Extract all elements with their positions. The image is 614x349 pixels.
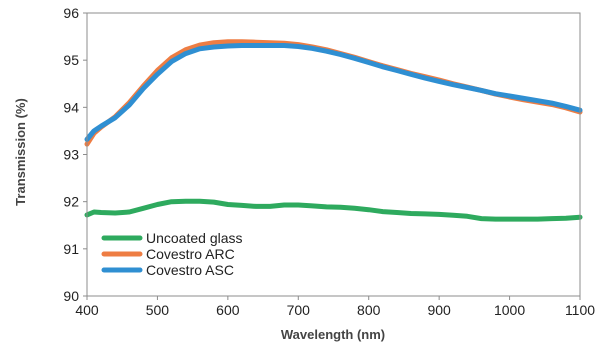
x-tick-label: 1000 — [494, 302, 525, 318]
x-axis-ticks: 400 500 600 700 800 900 1000 1100 — [75, 296, 595, 318]
x-axis-title: Wavelength (nm) — [281, 327, 385, 342]
y-tick-label: 96 — [63, 5, 79, 21]
y-tick-label: 92 — [63, 194, 79, 210]
y-axis-ticks: 90 91 92 93 94 95 96 — [63, 5, 87, 304]
y-tick-label: 94 — [63, 99, 79, 115]
series-line-covestro-asc — [84, 43, 583, 142]
x-tick-label: 800 — [357, 302, 381, 318]
y-axis-title: Transmission (%) — [13, 98, 28, 206]
series-line-uncoated-glass — [84, 198, 583, 222]
x-tick-label: 1100 — [565, 302, 595, 318]
series-lines — [84, 39, 583, 222]
x-tick-label: 700 — [287, 302, 311, 318]
x-tick-label: 900 — [427, 302, 451, 318]
y-tick-label: 93 — [63, 147, 79, 163]
legend-label-covestro-arc: Covestro ARC — [146, 246, 235, 262]
legend-label-covestro-asc: Covestro ASC — [146, 262, 234, 278]
legend-label-uncoated-glass: Uncoated glass — [146, 230, 243, 246]
y-tick-label: 95 — [63, 52, 79, 68]
x-tick-label: 600 — [216, 302, 240, 318]
x-tick-label: 500 — [146, 302, 170, 318]
y-tick-label: 90 — [63, 288, 79, 304]
y-tick-label: 91 — [63, 241, 79, 257]
x-tick-label: 400 — [75, 302, 99, 318]
